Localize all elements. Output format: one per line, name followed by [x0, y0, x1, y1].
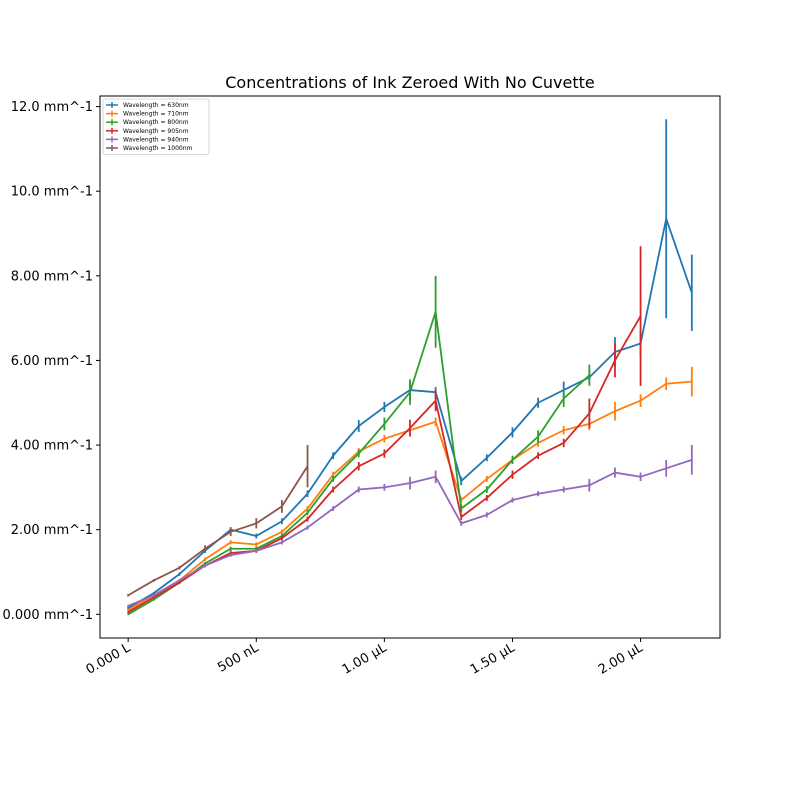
chart-title: Concentrations of Ink Zeroed With No Cuv… [225, 73, 595, 92]
y-tick-label: 6.00 mm^-1 [11, 354, 93, 369]
y-tick-label: 8.00 mm^-1 [11, 269, 93, 284]
y-tick-label: 10.0 mm^-1 [11, 185, 93, 200]
y-axis: 0.000 mm^-1 2.00 mm^-1 4.00 mm^-1 6.00 mm^-… [2, 100, 100, 623]
legend-label: Wavelength = 1000nm [123, 145, 193, 152]
plot-layer [127, 119, 693, 616]
series-line [127, 465, 309, 597]
y-tick-label: 12.0 mm^-1 [11, 100, 93, 115]
legend-label: Wavelength = 800nm [123, 119, 189, 126]
y-tick-label: 0.000 mm^-1 [2, 608, 93, 623]
axes-frame [99, 95, 721, 639]
legend-label: Wavelength = 630nm [123, 102, 189, 109]
legend-label: Wavelength = 905nm [123, 128, 189, 135]
y-tick-label: 2.00 mm^-1 [11, 523, 93, 538]
y-tick-label: 4.00 mm^-1 [11, 439, 93, 454]
legend-box [102, 98, 210, 155]
legend-label: Wavelength = 940nm [123, 136, 189, 143]
legend-label: Wavelength = 710nm [123, 111, 189, 118]
series-5 [127, 445, 693, 607]
series-6 [127, 445, 309, 597]
series-3 [127, 275, 591, 616]
